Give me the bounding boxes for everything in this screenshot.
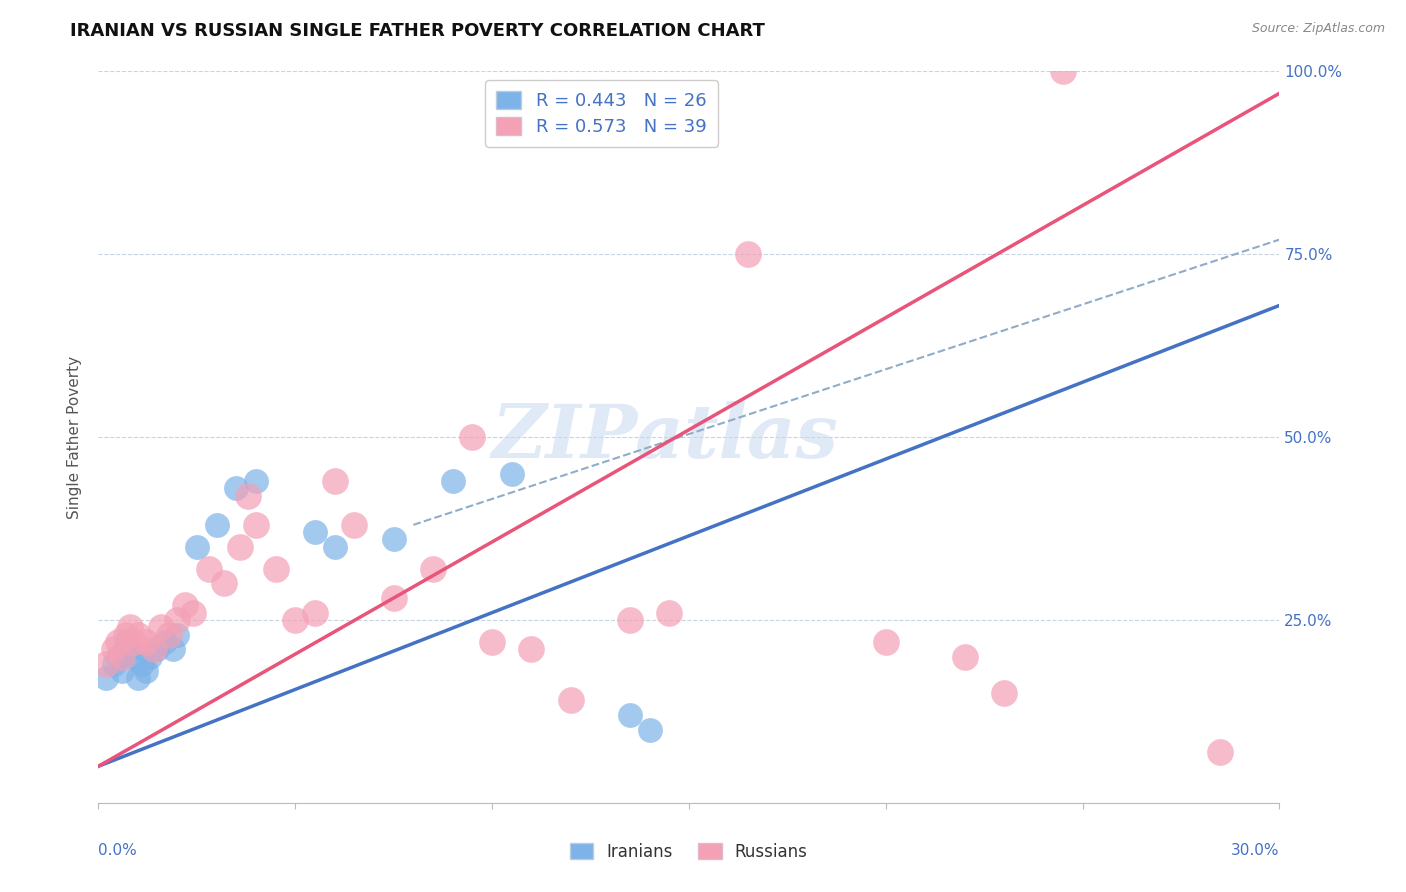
Point (115, 627, 138, 641)
Point (107, 635, 129, 649)
Point (138, 649, 160, 664)
Point (1052, 64, 1074, 78)
Point (150, 620, 173, 634)
Point (245, 474, 267, 488)
Point (135, 635, 157, 649)
Point (225, 481, 247, 495)
Point (186, 540, 208, 554)
Point (107, 649, 129, 664)
Point (264, 562, 287, 576)
Point (501, 467, 523, 481)
Point (103, 642, 125, 657)
Point (520, 642, 543, 657)
Point (118, 642, 141, 657)
Point (181, 606, 204, 620)
Point (214, 576, 236, 591)
Point (875, 635, 897, 649)
Point (122, 649, 145, 664)
Point (174, 599, 197, 613)
Point (103, 657, 125, 671)
Point (382, 591, 405, 605)
Point (343, 517, 366, 532)
Legend: Iranians, Russians: Iranians, Russians (564, 837, 814, 868)
Point (127, 672, 149, 686)
Point (284, 613, 307, 627)
Y-axis label: Single Father Poverty: Single Father Poverty (67, 356, 83, 518)
Point (111, 664, 134, 678)
Point (146, 642, 169, 657)
Point (658, 606, 681, 620)
Point (619, 708, 641, 723)
Point (304, 606, 326, 620)
Text: Source: ZipAtlas.com: Source: ZipAtlas.com (1251, 22, 1385, 36)
Point (481, 635, 503, 649)
Point (127, 627, 149, 641)
Point (142, 642, 165, 657)
Point (157, 627, 180, 641)
Point (382, 533, 405, 547)
Text: IRANIAN VS RUSSIAN SINGLE FATHER POVERTY CORRELATION CHART: IRANIAN VS RUSSIAN SINGLE FATHER POVERTY… (70, 22, 765, 40)
Point (619, 613, 641, 627)
Point (737, 247, 759, 261)
Point (323, 540, 346, 554)
Text: 0.0%: 0.0% (98, 843, 138, 858)
Point (96, 657, 118, 671)
Point (323, 474, 346, 488)
Point (205, 517, 228, 532)
Point (118, 620, 141, 634)
Point (96, 672, 118, 686)
Point (122, 635, 145, 649)
Point (1209, 745, 1232, 759)
Point (461, 430, 484, 444)
Point (993, 686, 1015, 700)
Point (166, 613, 188, 627)
Point (441, 474, 464, 488)
Text: ZIPatlas: ZIPatlas (492, 401, 839, 474)
Text: 30.0%: 30.0% (1232, 843, 1279, 858)
Point (236, 489, 259, 503)
Point (638, 723, 661, 737)
Point (197, 562, 219, 576)
Point (560, 693, 582, 707)
Point (155, 635, 177, 649)
Point (953, 649, 976, 664)
Point (162, 642, 184, 657)
Point (229, 540, 252, 554)
Point (111, 649, 134, 664)
Point (245, 517, 267, 532)
Point (304, 525, 326, 540)
Point (135, 664, 157, 678)
Point (131, 657, 153, 671)
Point (166, 627, 188, 641)
Point (115, 635, 138, 649)
Point (422, 562, 444, 576)
